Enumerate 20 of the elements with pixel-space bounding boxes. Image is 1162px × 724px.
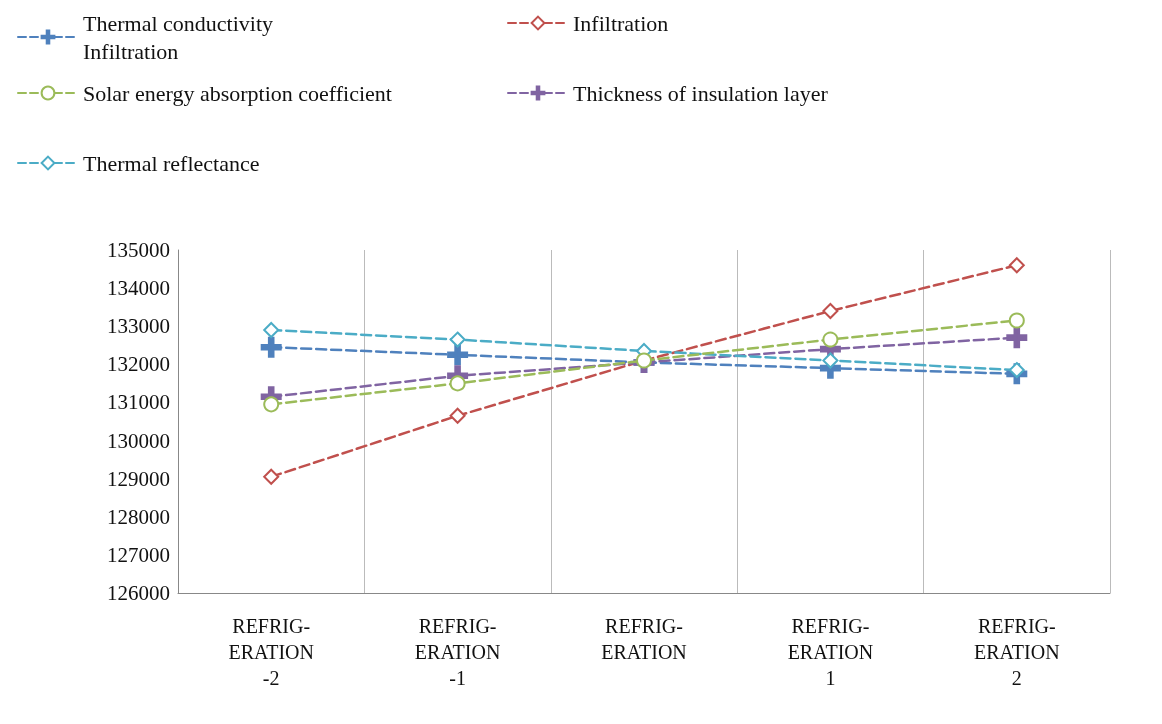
legend-label: Thermal conductivity Infiltration bbox=[83, 10, 273, 64]
y-tick-label: 134000 bbox=[107, 276, 170, 301]
legend-label: Thermal reflectance bbox=[83, 150, 260, 176]
legend-label: Thickness of insulation layer bbox=[573, 80, 829, 106]
y-tick-label: 127000 bbox=[107, 542, 170, 567]
y-tick-label: 130000 bbox=[107, 428, 170, 453]
y-tick-label: 128000 bbox=[107, 504, 170, 529]
y-tick-label: 129000 bbox=[107, 466, 170, 491]
y-tick-label: 131000 bbox=[107, 390, 170, 415]
x-tick-label: REFRIG- ERATION -1 bbox=[414, 615, 501, 689]
y-tick-label: 132000 bbox=[107, 352, 170, 377]
y-tick-label: 133000 bbox=[107, 314, 170, 339]
y-tick-label: 135000 bbox=[107, 238, 170, 262]
x-tick-label: REFRIG- ERATION 2 bbox=[974, 615, 1060, 689]
x-tick-label: REFRIG- ERATION 1 bbox=[787, 615, 874, 689]
legend-label: Infiltration bbox=[573, 10, 669, 36]
x-tick-label: REFRIG- ERATION -2 bbox=[228, 615, 314, 689]
legend-label: Solar energy absorption coefficient bbox=[83, 80, 392, 106]
y-tick-label: 126000 bbox=[107, 581, 170, 605]
x-tick-label: REFRIG- ERATION bbox=[601, 615, 687, 663]
